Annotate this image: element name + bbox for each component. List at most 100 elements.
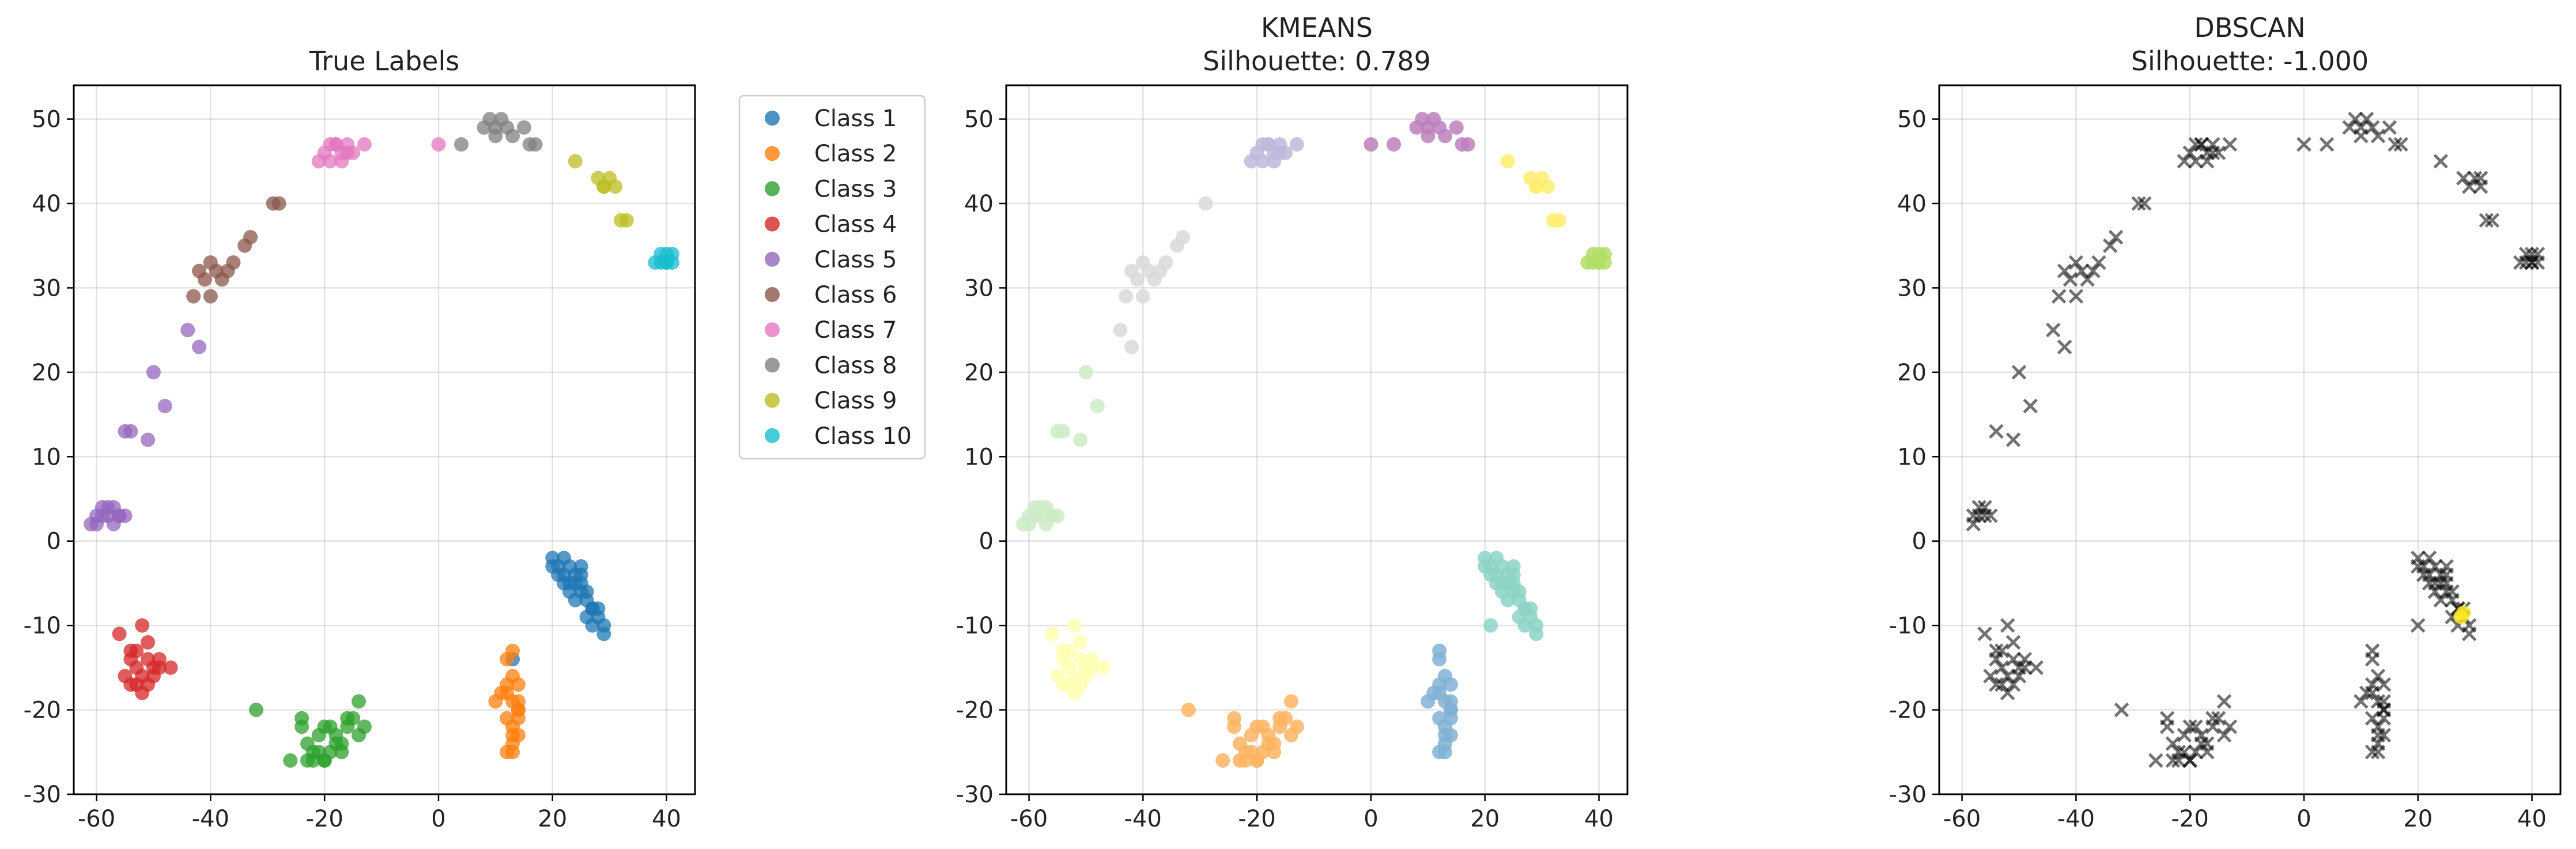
noise-point [2382, 120, 2397, 135]
noise-point [2365, 120, 2380, 135]
cluster-3-point [1050, 669, 1065, 684]
noise-point [2000, 618, 2015, 633]
class-6-point [203, 289, 218, 304]
legend-marker [765, 287, 780, 302]
noise-point [2365, 643, 2380, 658]
class-2-point [511, 711, 526, 726]
noise-point [2524, 255, 2540, 270]
noise-point [2011, 669, 2027, 684]
y-tick-label: 0 [47, 529, 61, 555]
class-7-point [340, 145, 355, 160]
noise-point [2171, 753, 2186, 768]
cluster-1-point [1432, 643, 1447, 658]
x-tick-label: 20 [2403, 806, 2433, 832]
noise-point [2427, 559, 2443, 574]
class-5-point [141, 432, 156, 447]
class-1-point [591, 601, 606, 616]
cluster-2-point [1283, 694, 1298, 709]
noise-point [2005, 432, 2021, 447]
x-tick-label: -60 [78, 806, 115, 832]
noise-point [2222, 719, 2238, 734]
noise-point [2029, 660, 2044, 676]
class-3-point [340, 711, 355, 726]
cluster-8-point [1529, 179, 1544, 194]
legend-label: Class 8 [814, 352, 897, 379]
y-tick-label: 10 [964, 444, 994, 470]
noise-point [2194, 736, 2209, 751]
cluster-7-point [1387, 137, 1402, 152]
cluster-4-point [1056, 424, 1071, 439]
chart-title-2: DBSCAN [2194, 12, 2305, 43]
cluster-5-point [1176, 230, 1191, 245]
class-3-point [294, 711, 309, 726]
y-tick-label: -10 [1889, 613, 1927, 639]
class-3-point [334, 745, 349, 760]
class-8-point [528, 137, 543, 152]
cluster-5-point [1124, 339, 1139, 354]
noise-point [2342, 120, 2357, 135]
class-7-point [431, 137, 446, 152]
noise-point [2200, 154, 2215, 169]
noise-point [2461, 627, 2477, 642]
legend-label: Class 3 [814, 176, 897, 202]
noise-point [1989, 643, 2004, 658]
x-tick-label: 20 [1470, 806, 1499, 832]
noise-point [2393, 137, 2408, 152]
class-4-point [135, 618, 150, 633]
grid-0 [74, 85, 695, 795]
noise-point [2433, 154, 2449, 169]
ticks-2: -60 -40 -20 0 20 40 -30 -20 -10 0 10 20 30 40 50 [1889, 107, 2547, 832]
noise-point [2165, 736, 2181, 751]
cluster-2-point [1181, 703, 1196, 718]
noise-point [1989, 677, 2004, 692]
noise-point [2114, 702, 2129, 718]
class-6-point [192, 263, 207, 278]
class-7-point [323, 154, 338, 169]
noise-point [2159, 711, 2175, 726]
y-tick-label: 10 [32, 444, 61, 470]
legend-label: Class 6 [814, 282, 897, 308]
noise-point [2433, 567, 2449, 583]
class-5-point [192, 339, 207, 354]
noise-point [2376, 694, 2392, 709]
x-tick-label: 0 [2297, 806, 2311, 832]
y-tick-label: -30 [24, 782, 61, 808]
class-1-point [545, 559, 560, 574]
class-4-point [152, 660, 167, 675]
noise-point [1983, 669, 1998, 684]
noise-point [2148, 753, 2163, 768]
noise-point [2205, 711, 2220, 726]
y-tick-label: 0 [979, 529, 994, 555]
cluster-5-point [1113, 323, 1128, 338]
cluster-3-point [1056, 643, 1071, 658]
legend-marker [765, 251, 780, 267]
noise-point [1966, 516, 1981, 532]
cluster-5-point [1158, 255, 1173, 270]
noise-point [2086, 263, 2101, 278]
cluster-7-point [1449, 120, 1464, 135]
noise-point [2365, 677, 2380, 692]
class-2-point [511, 694, 526, 709]
cluster-0-point [1483, 618, 1498, 633]
noise-point [1995, 660, 2010, 676]
cluster-0-point [1529, 627, 1544, 642]
class-7-point [357, 137, 372, 152]
class-8-point [505, 129, 520, 144]
cluster-8-point [1500, 154, 1515, 169]
cluster-1-point [2456, 605, 2471, 620]
x-tick-label: -20 [2171, 806, 2208, 832]
cluster-4-point [1073, 432, 1088, 447]
y-tick-label: 20 [32, 360, 61, 386]
class-2-point [500, 677, 515, 692]
cluster-4-point [1050, 508, 1065, 523]
noise-point [2484, 213, 2500, 228]
cluster-7-point [1421, 129, 1436, 144]
noise-point [2370, 694, 2386, 709]
noise-point [2005, 635, 2021, 650]
noise-point [2211, 145, 2226, 160]
class-7-point [328, 137, 343, 152]
noise-point [2165, 753, 2181, 768]
cluster-1-point [1443, 677, 1458, 692]
noise-point [1989, 424, 2004, 439]
class-5-point [95, 508, 109, 523]
